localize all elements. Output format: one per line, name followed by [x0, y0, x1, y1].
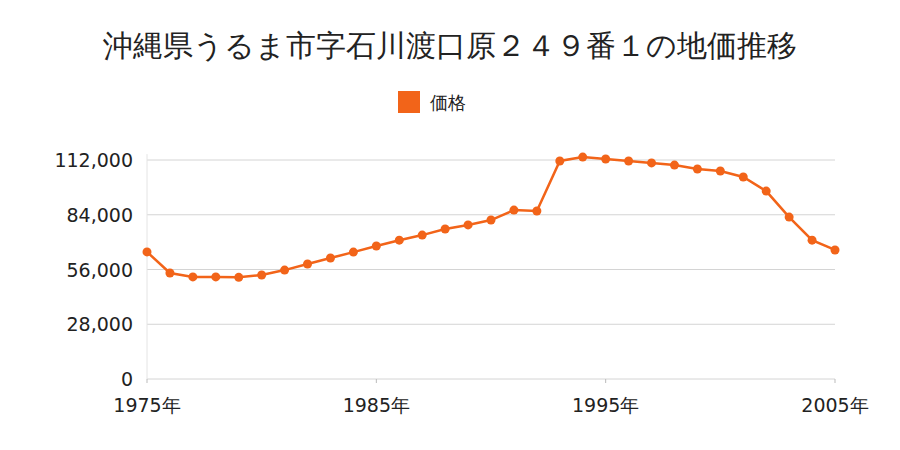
- data-point: [785, 213, 794, 222]
- data-point: [464, 220, 473, 229]
- data-point: [831, 245, 840, 254]
- x-tick: [835, 379, 836, 383]
- data-point: [303, 260, 312, 269]
- data-point: [280, 266, 289, 275]
- y-tick-label: 112,000: [54, 149, 133, 171]
- legend-label: 価格: [430, 92, 466, 113]
- data-point: [808, 236, 817, 245]
- data-point: [211, 272, 220, 281]
- x-tick-label: 2005年: [801, 394, 868, 416]
- y-tick-label: 28,000: [67, 313, 133, 335]
- y-tick-label: 56,000: [67, 259, 133, 281]
- data-point: [165, 269, 174, 278]
- grid-line: [147, 379, 835, 380]
- data-point: [143, 247, 152, 256]
- data-point: [693, 164, 702, 173]
- x-tick: [605, 379, 606, 383]
- y-tick-label: 0: [121, 368, 133, 390]
- grid-line: [147, 160, 835, 161]
- x-tick-label: 1975年: [113, 394, 180, 416]
- data-point: [647, 158, 656, 167]
- data-point: [578, 153, 587, 162]
- legend-swatch: [398, 91, 420, 113]
- data-point: [349, 248, 358, 257]
- data-point: [532, 207, 541, 216]
- y-axis-line: [147, 154, 148, 379]
- data-point: [326, 253, 335, 262]
- x-tick: [147, 379, 148, 383]
- data-point: [372, 242, 381, 251]
- data-point: [624, 156, 633, 165]
- legend: 価格: [398, 91, 466, 113]
- data-point: [555, 156, 564, 165]
- data-point: [418, 231, 427, 240]
- grid-line: [147, 324, 835, 325]
- data-point: [716, 166, 725, 175]
- data-point: [257, 270, 266, 279]
- series-line: [147, 157, 835, 277]
- plot-area: [143, 153, 840, 282]
- data-point: [487, 216, 496, 225]
- data-point: [234, 273, 243, 282]
- data-point: [601, 155, 610, 164]
- data-point: [441, 225, 450, 234]
- data-point: [188, 272, 197, 281]
- y-tick-label: 84,000: [67, 204, 133, 226]
- data-point: [739, 173, 748, 182]
- data-point: [670, 161, 679, 170]
- title: 沖縄県うるま市字石川渡口原２４９番１の地価推移: [103, 28, 797, 63]
- data-point: [509, 206, 518, 215]
- grid-line: [147, 214, 835, 215]
- data-point: [762, 187, 771, 196]
- data-point: [395, 236, 404, 245]
- x-tick: [376, 379, 377, 383]
- chart: 沖縄県うるま市字石川渡口原２４９番１の地価推移価格 0 28,000 56,000 84…: [0, 0, 900, 450]
- x-tick-label: 1995年: [572, 394, 639, 416]
- x-tick-label: 1985年: [343, 394, 410, 416]
- grid-line: [147, 269, 835, 270]
